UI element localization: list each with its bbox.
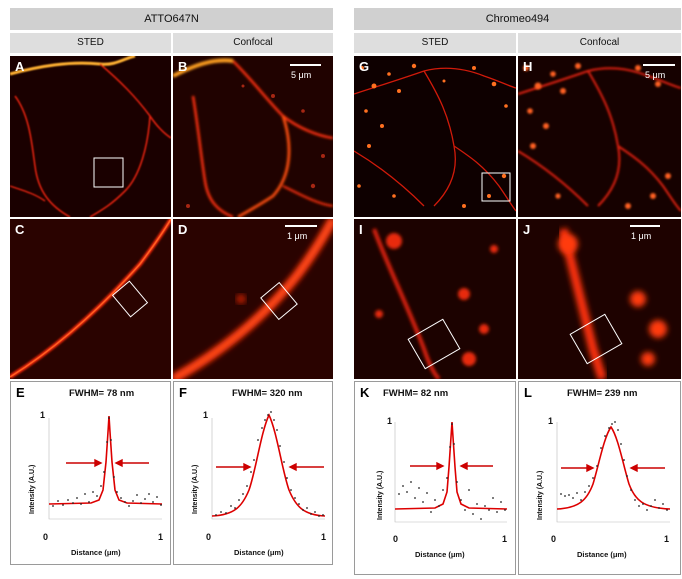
x-axis-label: Distance (μm) — [234, 548, 284, 557]
scale-label-1um: 1 μm — [631, 231, 652, 241]
panel-letter-e: E — [16, 385, 25, 400]
panel-letter-i: I — [359, 222, 363, 237]
x-tick-1: 1 — [158, 532, 164, 542]
scale-bar-1um — [285, 225, 317, 227]
panel-letter-k: K — [360, 385, 370, 400]
chromeo494-sted-header: STED — [354, 33, 516, 53]
scale-label-1um: 1 μm — [287, 231, 308, 241]
chromeo494-header: Chromeo494 — [354, 8, 681, 30]
scale-bar-1um — [630, 225, 660, 227]
atto647n-confocal-header: Confocal — [173, 33, 333, 53]
fwhm-label: FWHM= 78 nm — [69, 388, 135, 399]
x-tick-0: 0 — [551, 534, 557, 544]
x-tick-0: 0 — [206, 532, 212, 542]
x-axis-label: Distance (μm) — [415, 550, 465, 559]
scale-label-5um: 5 μm — [645, 70, 666, 80]
scale-bar-5um — [290, 64, 321, 66]
x-tick-0: 0 — [393, 534, 399, 544]
panel-letter-b: B — [178, 59, 188, 74]
chromeo494-confocal-header: Confocal — [518, 33, 681, 53]
panel-letter-j: J — [523, 222, 531, 237]
plot-e-sted-profile: E FWHM= 78 nm Intensity (A.U.) 1 0 1 Dis… — [10, 381, 171, 565]
panel-letter-d: D — [178, 222, 188, 237]
fwhm-label: FWHM= 82 nm — [383, 388, 449, 399]
panel-letter-f: F — [179, 385, 187, 400]
panel-b-confocal-image: 5 μm B — [173, 56, 333, 217]
panel-letter-a: A — [15, 59, 25, 74]
y-tick-1: 1 — [548, 416, 554, 426]
y-tick-1: 1 — [40, 410, 46, 420]
scale-bar-5um — [643, 64, 675, 66]
scale-label-5um: 5 μm — [291, 70, 312, 80]
atto647n-sted-header: STED — [10, 33, 171, 53]
panel-i-sted-zoom-image: I — [354, 219, 516, 379]
panel-letter-c: C — [15, 222, 25, 237]
panel-letter-g: G — [359, 59, 370, 74]
panel-g-sted-image: G — [354, 56, 516, 217]
atto647n-header: ATTO647N — [10, 8, 333, 30]
plot-l-confocal-profile: L FWHM= 239 nm Intensity (A.U.) 1 0 1 Di… — [518, 381, 681, 575]
x-tick-1: 1 — [664, 534, 670, 544]
panel-c-sted-zoom-image: C — [10, 219, 171, 379]
panel-letter-l: L — [524, 385, 532, 400]
x-axis-label: Distance (μm) — [71, 548, 121, 557]
x-tick-1: 1 — [502, 534, 508, 544]
x-axis-label: Distance (μm) — [577, 550, 627, 559]
panel-h-confocal-image: 5 μm H — [518, 56, 681, 217]
panel-d-confocal-zoom-image: 1 μm D — [173, 219, 333, 379]
x-tick-1: 1 — [321, 532, 327, 542]
y-tick-1: 1 — [203, 410, 209, 420]
plot-k-sted-profile: K FWHM= 82 nm Intensity (A.U.) 1 0 1 Dis… — [354, 381, 516, 575]
fwhm-label: FWHM= 320 nm — [232, 388, 303, 399]
y-tick-1: 1 — [387, 416, 393, 426]
plot-f-confocal-profile: F FWHM= 320 nm Intensity (A.U.) 1 0 1 Di… — [173, 381, 333, 565]
panel-j-confocal-zoom-image: 1 μm J — [518, 219, 681, 379]
x-tick-0: 0 — [43, 532, 49, 542]
panel-a-sted-image: A — [10, 56, 171, 217]
fwhm-label: FWHM= 239 nm — [567, 388, 638, 399]
panel-letter-h: H — [523, 59, 533, 74]
